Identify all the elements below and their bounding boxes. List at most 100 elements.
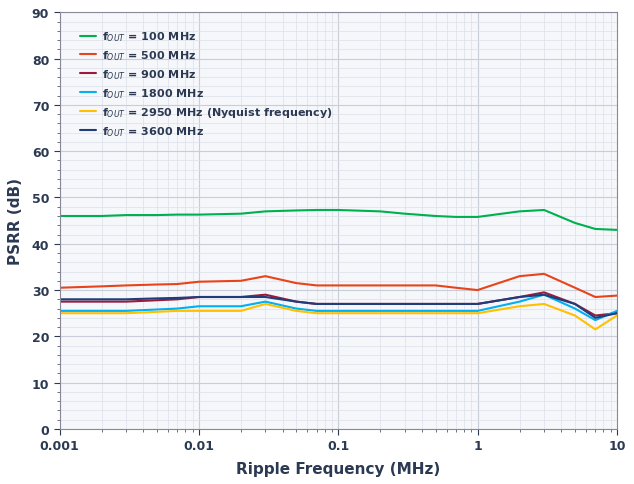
- f$_{OUT}$ = 2950 MHz (Nyquist frequency): [401, 311, 408, 317]
- f$_{OUT}$ = 100 MHz: [262, 209, 269, 215]
- f$_{OUT}$ = 1800 MHz: [153, 307, 161, 313]
- Y-axis label: PSRR (dB): PSRR (dB): [8, 178, 23, 265]
- f$_{OUT}$ = 2950 MHz (Nyquist frequency): [515, 304, 523, 310]
- f$_{OUT}$ = 2950 MHz (Nyquist frequency): [571, 313, 579, 319]
- f$_{OUT}$ = 900 MHz: [515, 294, 523, 300]
- Line: f$_{OUT}$ = 500 MHz: f$_{OUT}$ = 500 MHz: [60, 274, 617, 297]
- f$_{OUT}$ = 500 MHz: [98, 284, 105, 289]
- f$_{OUT}$ = 3600 MHz: [237, 294, 245, 300]
- f$_{OUT}$ = 100 MHz: [592, 227, 599, 232]
- f$_{OUT}$ = 500 MHz: [515, 273, 523, 279]
- f$_{OUT}$ = 2950 MHz (Nyquist frequency): [592, 327, 599, 333]
- f$_{OUT}$ = 900 MHz: [377, 302, 384, 307]
- f$_{OUT}$ = 100 MHz: [153, 213, 161, 219]
- f$_{OUT}$ = 3600 MHz: [98, 297, 105, 302]
- f$_{OUT}$ = 1800 MHz: [313, 308, 320, 314]
- f$_{OUT}$ = 500 MHz: [335, 283, 342, 289]
- f$_{OUT}$ = 3600 MHz: [515, 294, 523, 300]
- f$_{OUT}$ = 2950 MHz (Nyquist frequency): [292, 308, 300, 314]
- f$_{OUT}$ = 100 MHz: [377, 209, 384, 215]
- f$_{OUT}$ = 500 MHz: [452, 285, 460, 291]
- f$_{OUT}$ = 900 MHz: [237, 294, 245, 300]
- f$_{OUT}$ = 100 MHz: [474, 214, 481, 220]
- f$_{OUT}$ = 100 MHz: [335, 208, 342, 213]
- f$_{OUT}$ = 3600 MHz: [292, 299, 300, 305]
- f$_{OUT}$ = 900 MHz: [313, 302, 320, 307]
- Line: f$_{OUT}$ = 3600 MHz: f$_{OUT}$ = 3600 MHz: [60, 295, 617, 318]
- f$_{OUT}$ = 2950 MHz (Nyquist frequency): [98, 311, 105, 317]
- Line: f$_{OUT}$ = 2950 MHz (Nyquist frequency): f$_{OUT}$ = 2950 MHz (Nyquist frequency): [60, 304, 617, 330]
- Line: f$_{OUT}$ = 900 MHz: f$_{OUT}$ = 900 MHz: [60, 293, 617, 316]
- f$_{OUT}$ = 500 MHz: [313, 283, 320, 289]
- f$_{OUT}$ = 100 MHz: [515, 209, 523, 215]
- f$_{OUT}$ = 500 MHz: [292, 281, 300, 287]
- f$_{OUT}$ = 2950 MHz (Nyquist frequency): [313, 311, 320, 317]
- f$_{OUT}$ = 100 MHz: [401, 212, 408, 217]
- f$_{OUT}$ = 100 MHz: [540, 208, 548, 213]
- f$_{OUT}$ = 100 MHz: [122, 213, 130, 219]
- f$_{OUT}$ = 900 MHz: [262, 292, 269, 298]
- f$_{OUT}$ = 2950 MHz (Nyquist frequency): [613, 313, 621, 319]
- f$_{OUT}$ = 3600 MHz: [153, 296, 161, 302]
- f$_{OUT}$ = 3600 MHz: [174, 295, 181, 301]
- f$_{OUT}$ = 2950 MHz (Nyquist frequency): [452, 311, 460, 317]
- f$_{OUT}$ = 1800 MHz: [195, 304, 203, 310]
- Legend: f$_{OUT}$ = 100 MHz, f$_{OUT}$ = 500 MHz, f$_{OUT}$ = 900 MHz, f$_{OUT}$ = 1800 : f$_{OUT}$ = 100 MHz, f$_{OUT}$ = 500 MHz…: [74, 25, 338, 144]
- f$_{OUT}$ = 2950 MHz (Nyquist frequency): [174, 308, 181, 314]
- f$_{OUT}$ = 2950 MHz (Nyquist frequency): [377, 311, 384, 317]
- f$_{OUT}$ = 900 MHz: [195, 294, 203, 300]
- f$_{OUT}$ = 2950 MHz (Nyquist frequency): [262, 302, 269, 307]
- f$_{OUT}$ = 3600 MHz: [452, 302, 460, 307]
- f$_{OUT}$ = 2950 MHz (Nyquist frequency): [540, 302, 548, 307]
- f$_{OUT}$ = 1800 MHz: [592, 318, 599, 323]
- f$_{OUT}$ = 1800 MHz: [515, 299, 523, 305]
- f$_{OUT}$ = 3600 MHz: [313, 302, 320, 307]
- f$_{OUT}$ = 3600 MHz: [571, 302, 579, 307]
- f$_{OUT}$ = 3600 MHz: [195, 294, 203, 300]
- f$_{OUT}$ = 100 MHz: [313, 208, 320, 213]
- f$_{OUT}$ = 3600 MHz: [377, 302, 384, 307]
- f$_{OUT}$ = 3600 MHz: [592, 315, 599, 321]
- f$_{OUT}$ = 3600 MHz: [474, 302, 481, 307]
- f$_{OUT}$ = 1800 MHz: [335, 308, 342, 314]
- Line: f$_{OUT}$ = 1800 MHz: f$_{OUT}$ = 1800 MHz: [60, 295, 617, 320]
- f$_{OUT}$ = 1800 MHz: [174, 306, 181, 312]
- f$_{OUT}$ = 900 MHz: [98, 299, 105, 305]
- f$_{OUT}$ = 500 MHz: [613, 293, 621, 299]
- f$_{OUT}$ = 1800 MHz: [452, 308, 460, 314]
- f$_{OUT}$ = 900 MHz: [432, 302, 439, 307]
- f$_{OUT}$ = 100 MHz: [56, 213, 63, 219]
- f$_{OUT}$ = 100 MHz: [613, 227, 621, 233]
- f$_{OUT}$ = 900 MHz: [613, 311, 621, 317]
- f$_{OUT}$ = 2950 MHz (Nyquist frequency): [237, 308, 245, 314]
- f$_{OUT}$ = 2950 MHz (Nyquist frequency): [474, 311, 481, 317]
- f$_{OUT}$ = 900 MHz: [56, 299, 63, 305]
- f$_{OUT}$ = 1800 MHz: [56, 308, 63, 314]
- f$_{OUT}$ = 900 MHz: [540, 290, 548, 296]
- f$_{OUT}$ = 500 MHz: [540, 272, 548, 277]
- f$_{OUT}$ = 3600 MHz: [540, 292, 548, 298]
- f$_{OUT}$ = 100 MHz: [571, 221, 579, 227]
- f$_{OUT}$ = 500 MHz: [401, 283, 408, 289]
- f$_{OUT}$ = 3600 MHz: [122, 297, 130, 302]
- f$_{OUT}$ = 500 MHz: [122, 283, 130, 289]
- f$_{OUT}$ = 900 MHz: [292, 299, 300, 305]
- f$_{OUT}$ = 1800 MHz: [613, 308, 621, 314]
- f$_{OUT}$ = 100 MHz: [98, 213, 105, 219]
- f$_{OUT}$ = 100 MHz: [292, 208, 300, 214]
- f$_{OUT}$ = 500 MHz: [195, 279, 203, 285]
- f$_{OUT}$ = 100 MHz: [452, 214, 460, 220]
- f$_{OUT}$ = 2950 MHz (Nyquist frequency): [122, 311, 130, 317]
- f$_{OUT}$ = 100 MHz: [195, 212, 203, 218]
- f$_{OUT}$ = 3600 MHz: [432, 302, 439, 307]
- f$_{OUT}$ = 1800 MHz: [292, 306, 300, 312]
- Line: f$_{OUT}$ = 100 MHz: f$_{OUT}$ = 100 MHz: [60, 211, 617, 230]
- f$_{OUT}$ = 1800 MHz: [401, 308, 408, 314]
- f$_{OUT}$ = 900 MHz: [174, 297, 181, 302]
- f$_{OUT}$ = 1800 MHz: [237, 304, 245, 310]
- f$_{OUT}$ = 2950 MHz (Nyquist frequency): [56, 311, 63, 317]
- f$_{OUT}$ = 1800 MHz: [432, 308, 439, 314]
- f$_{OUT}$ = 900 MHz: [122, 299, 130, 305]
- f$_{OUT}$ = 3600 MHz: [401, 302, 408, 307]
- f$_{OUT}$ = 900 MHz: [401, 302, 408, 307]
